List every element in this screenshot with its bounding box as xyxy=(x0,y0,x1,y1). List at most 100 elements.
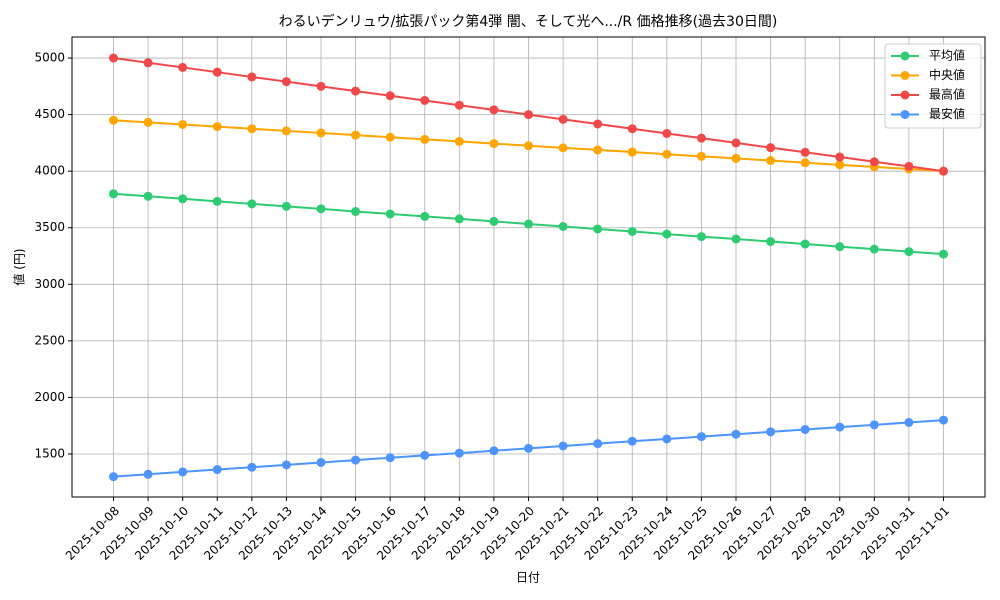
legend-label: 中央値 xyxy=(929,67,965,82)
data-point xyxy=(489,446,499,456)
data-point xyxy=(593,439,603,449)
data-point xyxy=(247,199,257,209)
data-point xyxy=(800,239,810,249)
data-point xyxy=(558,114,568,124)
data-point xyxy=(800,158,810,168)
data-point xyxy=(143,117,153,127)
y-tick-label: 5000 xyxy=(34,51,65,65)
data-point xyxy=(178,62,188,72)
legend-label: 平均値 xyxy=(929,48,965,63)
y-tick-label: 1500 xyxy=(34,447,65,461)
data-point xyxy=(143,469,153,479)
data-point xyxy=(420,95,430,105)
data-point xyxy=(420,211,430,221)
x-axis-label: 日付 xyxy=(516,571,540,585)
data-point xyxy=(696,133,706,143)
plot-frame xyxy=(71,36,986,498)
data-point xyxy=(489,105,499,115)
data-point xyxy=(212,122,222,132)
y-tick-label: 4500 xyxy=(34,107,65,121)
data-point xyxy=(109,53,118,63)
data-point xyxy=(835,242,845,252)
data-point xyxy=(212,67,222,77)
data-point xyxy=(454,448,464,458)
legend-marker xyxy=(900,90,910,100)
data-point xyxy=(662,229,672,239)
data-point xyxy=(766,143,776,153)
data-point xyxy=(316,128,326,138)
data-point xyxy=(454,100,464,110)
data-point xyxy=(558,441,568,451)
chart-title: わるいデンリュウ/拡張パック第4弾 闇、そして光へ.../R 価格推移(過去30… xyxy=(279,13,778,30)
data-point xyxy=(731,234,741,244)
data-point xyxy=(178,467,188,477)
data-point xyxy=(731,153,741,163)
data-point xyxy=(904,161,914,171)
legend-box xyxy=(884,43,982,129)
data-point xyxy=(178,119,188,129)
data-point xyxy=(662,149,672,159)
legend-marker xyxy=(900,51,910,61)
data-point xyxy=(662,434,672,444)
data-point xyxy=(627,124,637,134)
data-point xyxy=(489,216,499,226)
data-point xyxy=(420,134,430,144)
y-tick-label: 2000 xyxy=(34,390,65,404)
data-point xyxy=(143,191,153,201)
data-point xyxy=(178,194,188,204)
data-point xyxy=(351,455,361,465)
data-point xyxy=(696,432,706,442)
y-tick-label: 3000 xyxy=(34,277,65,291)
data-point xyxy=(247,124,257,134)
data-point xyxy=(281,77,291,87)
data-point xyxy=(247,72,257,82)
data-point xyxy=(593,119,603,129)
data-point xyxy=(524,443,533,453)
data-point xyxy=(489,139,499,149)
data-point xyxy=(316,81,326,91)
y-axis-label: 値 (円) xyxy=(12,248,27,285)
data-point xyxy=(904,417,914,427)
data-point xyxy=(316,204,326,214)
data-point xyxy=(454,214,464,224)
data-point xyxy=(143,58,153,68)
data-point xyxy=(524,141,533,151)
data-point xyxy=(835,160,845,170)
legend-marker xyxy=(900,110,910,119)
y-tick-label: 3500 xyxy=(34,220,65,234)
data-point xyxy=(766,237,776,247)
data-point xyxy=(281,201,291,211)
y-tick-label: 4000 xyxy=(34,164,65,178)
data-point xyxy=(869,244,879,254)
data-point xyxy=(835,152,845,162)
data-point xyxy=(281,126,291,136)
data-point xyxy=(939,249,948,259)
data-point xyxy=(212,196,222,206)
data-point xyxy=(212,465,222,475)
legend-marker xyxy=(900,71,910,80)
data-point xyxy=(316,457,326,467)
data-point xyxy=(109,472,118,482)
data-point xyxy=(109,189,118,199)
data-point xyxy=(627,226,637,236)
data-point xyxy=(731,429,741,439)
data-point xyxy=(766,156,776,166)
data-point xyxy=(420,450,430,460)
data-point xyxy=(593,224,603,234)
data-point xyxy=(939,415,948,425)
data-point xyxy=(558,221,568,231)
data-point xyxy=(904,247,914,257)
data-point xyxy=(939,166,948,176)
data-point xyxy=(696,232,706,242)
data-point xyxy=(593,145,603,155)
data-point xyxy=(558,143,568,153)
data-point xyxy=(385,91,395,101)
data-point xyxy=(800,147,810,157)
data-point xyxy=(731,138,741,148)
legend-label: 最安値 xyxy=(929,106,965,121)
data-point xyxy=(385,132,395,142)
data-point xyxy=(869,157,879,167)
data-point xyxy=(247,462,257,472)
data-point xyxy=(800,424,810,434)
